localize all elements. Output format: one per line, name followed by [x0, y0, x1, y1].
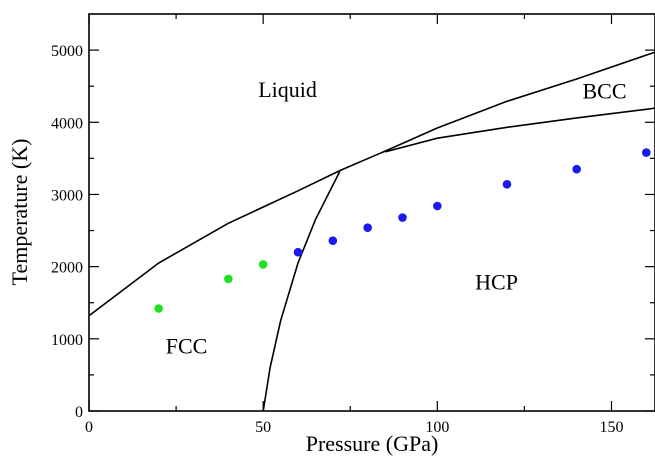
data-points — [154, 148, 651, 313]
x-tick-label: 0 — [85, 419, 93, 436]
data-point — [572, 164, 581, 174]
region-label-hcp: HCP — [475, 270, 518, 295]
region-label-fcc: FCC — [166, 333, 208, 358]
phase-boundary-line — [262, 171, 341, 411]
data-point — [433, 201, 442, 211]
region-label-bcc: BCC — [583, 78, 627, 103]
data-point — [258, 260, 268, 269]
y-tick-label: 5000 — [51, 43, 83, 60]
phase-boundaries — [89, 51, 655, 411]
axis-ticks — [88, 14, 655, 412]
y-tick-label: 3000 — [51, 187, 83, 204]
data-point — [642, 148, 651, 157]
plot-area — [89, 51, 655, 411]
y-tick-label: 1000 — [51, 332, 83, 349]
y-tick-label: 0 — [75, 404, 83, 421]
x-tick-label: 50 — [255, 419, 271, 436]
tick-labels: 0 50 100 150 0 1000 2000 3000 4000 5000 — [51, 43, 623, 436]
data-point — [154, 304, 163, 313]
region-labels: Liquid BCC HCP FCC — [166, 77, 627, 358]
phase-boundary-line — [384, 107, 655, 153]
y-tick-label: 2000 — [51, 260, 83, 277]
region-label-liquid: Liquid — [258, 77, 317, 102]
phase-boundary-line — [89, 51, 655, 317]
data-point — [502, 180, 512, 189]
x-tick-label: 100 — [425, 419, 449, 436]
data-point — [293, 247, 303, 257]
data-point — [363, 223, 372, 232]
data-point — [398, 213, 407, 222]
x-tick-label: 150 — [599, 419, 623, 436]
y-tick-label: 4000 — [51, 115, 83, 132]
data-point — [224, 274, 233, 284]
y-axis-title: Temperature (K) — [7, 139, 32, 286]
data-point — [328, 236, 338, 245]
plot-frame — [88, 13, 655, 412]
x-axis-title: Pressure (GPa) — [306, 431, 439, 456]
